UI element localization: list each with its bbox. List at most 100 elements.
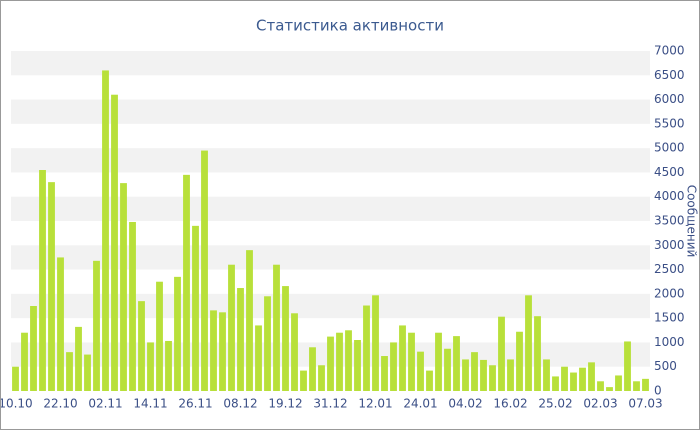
bar bbox=[408, 332, 415, 391]
bar bbox=[516, 331, 523, 391]
x-tick-label: 16.02 bbox=[493, 397, 527, 411]
bar bbox=[174, 276, 181, 391]
bar bbox=[552, 376, 559, 391]
bar bbox=[642, 378, 649, 391]
bar bbox=[93, 260, 100, 391]
bar bbox=[183, 174, 190, 391]
bar bbox=[57, 257, 64, 391]
bar bbox=[273, 264, 280, 391]
grid-band bbox=[11, 51, 650, 76]
x-tick-label: 19.12 bbox=[268, 397, 302, 411]
bar bbox=[237, 288, 244, 391]
bar bbox=[228, 264, 235, 391]
y-tick-label: 6500 bbox=[654, 68, 685, 82]
bar bbox=[435, 332, 442, 391]
x-tick-label: 04.02 bbox=[448, 397, 482, 411]
bar bbox=[156, 281, 163, 391]
y-tick-label: 2500 bbox=[654, 262, 685, 276]
bar bbox=[300, 370, 307, 391]
bar bbox=[354, 340, 361, 391]
bar bbox=[21, 332, 28, 391]
bar bbox=[291, 313, 298, 391]
bar bbox=[570, 372, 577, 391]
y-tick-label: 1500 bbox=[654, 311, 685, 325]
y-tick-label: 3500 bbox=[654, 214, 685, 228]
bar bbox=[336, 332, 343, 391]
x-tick-label: 14.11 bbox=[133, 397, 167, 411]
bar bbox=[192, 225, 199, 391]
bar bbox=[246, 250, 253, 391]
bar bbox=[363, 305, 370, 391]
bar bbox=[606, 387, 613, 391]
bar bbox=[201, 150, 208, 391]
bar bbox=[507, 359, 514, 391]
bar bbox=[30, 306, 37, 391]
bar bbox=[426, 370, 433, 391]
y-tick-label: 6000 bbox=[654, 92, 685, 106]
bar bbox=[39, 170, 46, 391]
bar bbox=[579, 367, 586, 391]
bar bbox=[75, 326, 82, 391]
bar bbox=[219, 312, 226, 391]
bar bbox=[120, 183, 127, 391]
x-tick-label: 25.02 bbox=[538, 397, 572, 411]
y-tick-label: 500 bbox=[654, 359, 677, 373]
bar bbox=[165, 340, 172, 391]
bar bbox=[417, 351, 424, 391]
bar bbox=[462, 359, 469, 391]
bar bbox=[489, 365, 496, 391]
bar bbox=[138, 301, 145, 391]
bar bbox=[111, 94, 118, 391]
x-tick-label: 26.11 bbox=[178, 397, 212, 411]
bar bbox=[210, 310, 217, 391]
y-tick-label: 7000 bbox=[654, 44, 685, 58]
x-tick-label: 12.01 bbox=[358, 397, 392, 411]
bar bbox=[264, 296, 271, 391]
y-tick-label: 5500 bbox=[654, 116, 685, 130]
bar bbox=[633, 381, 640, 391]
x-tick-label: 24.01 bbox=[403, 397, 437, 411]
y-tick-label: 0 bbox=[654, 384, 662, 398]
bar bbox=[12, 366, 19, 391]
bar bbox=[48, 182, 55, 391]
bar bbox=[390, 342, 397, 391]
bar bbox=[471, 352, 478, 391]
y-tick-label: 1000 bbox=[654, 335, 685, 349]
bar bbox=[534, 316, 541, 391]
bar bbox=[597, 381, 604, 391]
bar bbox=[399, 325, 406, 391]
bar bbox=[588, 362, 595, 391]
bar bbox=[255, 325, 262, 391]
bar bbox=[480, 359, 487, 391]
x-tick-label: 07.03 bbox=[628, 397, 662, 411]
bar bbox=[624, 341, 631, 391]
x-tick-label: 10.10 bbox=[1, 397, 33, 411]
bar bbox=[372, 295, 379, 391]
x-tick-label: 02.11 bbox=[88, 397, 122, 411]
bar bbox=[318, 365, 325, 391]
y-tick-label: 4500 bbox=[654, 165, 685, 179]
bar bbox=[444, 348, 451, 391]
y-tick-label: 2000 bbox=[654, 286, 685, 300]
chart-title: Статистика активности bbox=[256, 17, 444, 35]
bar bbox=[66, 352, 73, 391]
bar bbox=[84, 354, 91, 391]
y-tick-label: 4000 bbox=[654, 189, 685, 203]
x-tick-label: 22.10 bbox=[43, 397, 77, 411]
y-axis-label: Сообщений bbox=[685, 185, 699, 258]
bar bbox=[525, 295, 532, 391]
x-tick-label: 31.12 bbox=[313, 397, 347, 411]
bar bbox=[327, 336, 334, 391]
x-tick-label: 02.03 bbox=[583, 397, 617, 411]
y-tick-label: 3000 bbox=[654, 238, 685, 252]
bar bbox=[309, 347, 316, 391]
bar bbox=[147, 342, 154, 391]
bar bbox=[453, 336, 460, 391]
bar bbox=[381, 356, 388, 391]
bar bbox=[543, 359, 550, 391]
bar bbox=[498, 316, 505, 391]
bar bbox=[129, 221, 136, 391]
x-tick-label: 08.12 bbox=[223, 397, 257, 411]
y-tick-label: 5000 bbox=[654, 141, 685, 155]
